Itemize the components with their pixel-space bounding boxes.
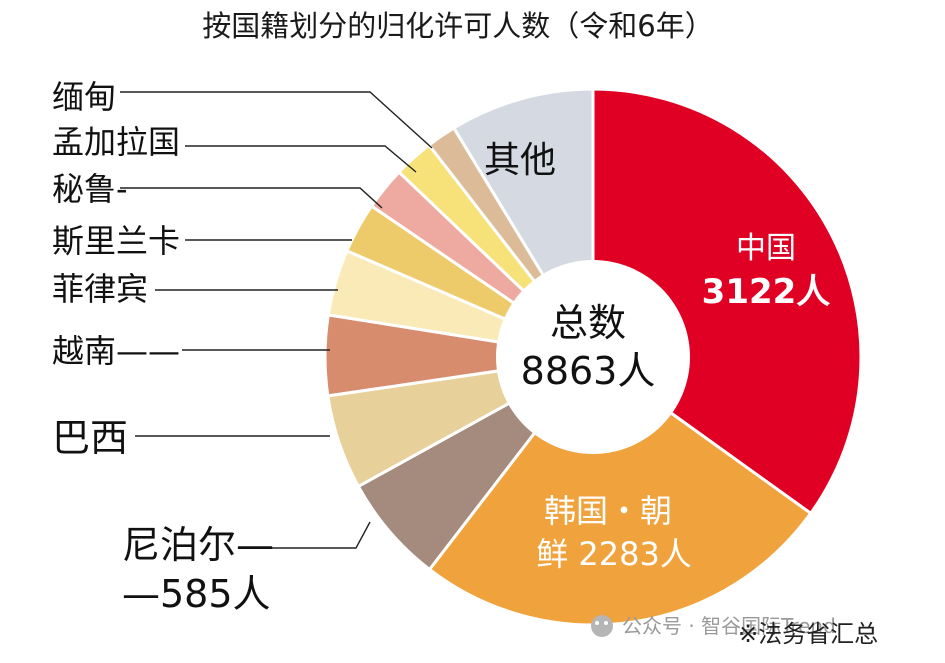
outside-label-myanmar: 缅甸 xyxy=(52,78,116,116)
leader-line-myanmar xyxy=(120,91,433,149)
watermark-text: 公众号 · 智谷国际Trend xyxy=(622,614,836,638)
leader-line-peru xyxy=(120,187,383,209)
outside-label-philippines: 菲律宾 xyxy=(52,270,148,308)
total-label: 8863人 xyxy=(521,349,656,393)
outside-label-srilanka: 斯里兰卡 xyxy=(52,222,180,260)
wechat-icon xyxy=(591,615,613,637)
outside-label-brazil: 巴西 xyxy=(52,416,128,460)
donut-hole xyxy=(496,260,690,454)
outside-label-nepal-line2: —585人 xyxy=(122,572,271,616)
center-label: 总数 xyxy=(550,301,626,345)
wechat-icon-eye-right xyxy=(604,621,608,625)
leader-line-bangladesh xyxy=(185,145,417,173)
slice-label-korea-line1: 韩国・朝 xyxy=(544,492,672,530)
wechat-icon-eye-left xyxy=(595,621,599,625)
pie-slice-1 xyxy=(427,354,813,627)
outside-label-bangladesh: 孟加拉国 xyxy=(52,123,180,161)
leader-line-nepal xyxy=(270,521,371,549)
outside-label-peru: 秘鲁- xyxy=(52,170,128,208)
slice-label-korea-line2: 鲜 2283人 xyxy=(536,535,692,573)
pie-slice-0 xyxy=(591,87,863,516)
outside-label-vietnam: 越南—— xyxy=(52,332,180,370)
chart-title: 按国籍划分的归化许可人数（令和6年） xyxy=(202,9,713,43)
slice-label-china-value: 3122人 xyxy=(702,272,831,312)
outside-label-nepal-line1: 尼泊尔— xyxy=(122,523,274,567)
slice-label-china-name: 中国 xyxy=(736,231,796,266)
source-note: ※法务省汇总 xyxy=(738,620,878,648)
watermark: 公众号 · 智谷国际Trend xyxy=(591,614,836,638)
slice-label-other: 其他 xyxy=(484,140,556,181)
